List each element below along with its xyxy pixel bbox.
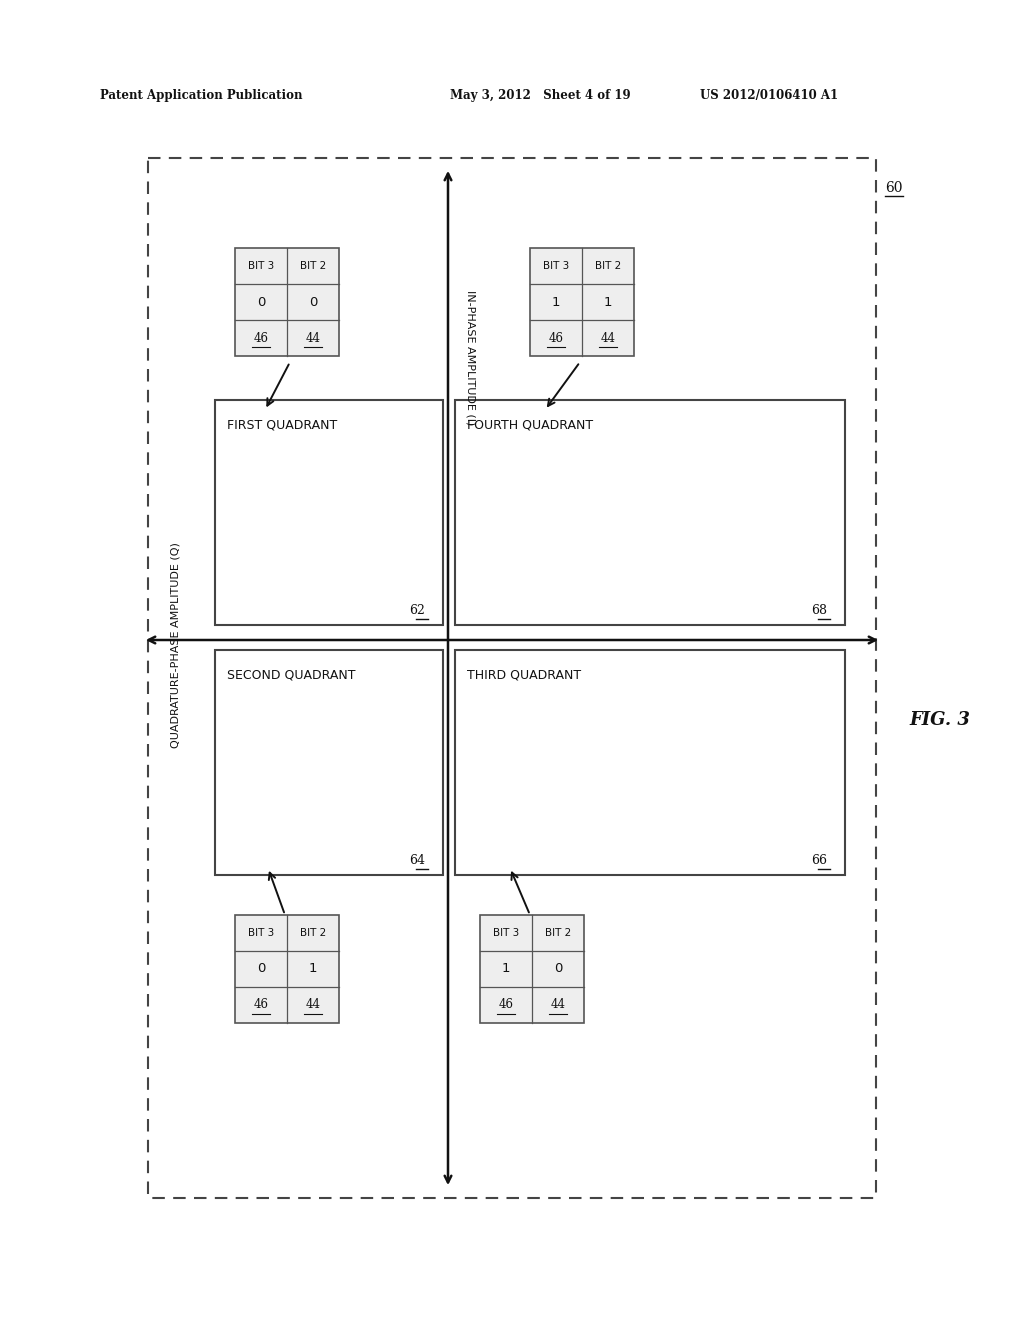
Text: BIT 3: BIT 3 — [248, 261, 274, 271]
Text: May 3, 2012   Sheet 4 of 19: May 3, 2012 Sheet 4 of 19 — [450, 88, 631, 102]
Text: BIT 3: BIT 3 — [543, 261, 569, 271]
Text: BIT 2: BIT 2 — [300, 261, 326, 271]
Text: 60: 60 — [886, 181, 903, 195]
Text: 1: 1 — [552, 296, 560, 309]
Text: 44: 44 — [305, 331, 321, 345]
Text: THIRD QUADRANT: THIRD QUADRANT — [467, 668, 582, 681]
Bar — [215, 649, 443, 875]
Text: 1: 1 — [604, 296, 612, 309]
Text: IN-PHASE AMPLITUDE (I): IN-PHASE AMPLITUDE (I) — [465, 290, 475, 425]
Text: SECOND QUADRANT: SECOND QUADRANT — [227, 668, 355, 681]
Text: 64: 64 — [409, 854, 425, 867]
Text: 1: 1 — [309, 962, 317, 975]
Text: 44: 44 — [305, 998, 321, 1011]
Text: 1: 1 — [502, 962, 510, 975]
Bar — [215, 400, 443, 624]
Bar — [480, 915, 584, 1023]
Text: 0: 0 — [257, 962, 265, 975]
Text: 62: 62 — [410, 605, 425, 618]
Text: 0: 0 — [309, 296, 317, 309]
Text: 0: 0 — [257, 296, 265, 309]
Text: FIRST QUADRANT: FIRST QUADRANT — [227, 418, 337, 432]
Text: BIT 2: BIT 2 — [300, 928, 326, 939]
Bar — [234, 915, 339, 1023]
Text: 46: 46 — [499, 998, 513, 1011]
Text: FIG. 3: FIG. 3 — [909, 711, 971, 729]
Text: 66: 66 — [811, 854, 827, 867]
Bar — [234, 248, 339, 356]
Text: 44: 44 — [600, 331, 615, 345]
Bar — [455, 649, 845, 875]
Text: 46: 46 — [254, 331, 268, 345]
Text: BIT 2: BIT 2 — [545, 928, 571, 939]
Text: BIT 3: BIT 3 — [493, 928, 519, 939]
Text: 44: 44 — [551, 998, 565, 1011]
Text: 46: 46 — [549, 331, 563, 345]
Bar — [530, 248, 634, 356]
Text: QUADRATURE-PHASE AMPLITUDE (Q): QUADRATURE-PHASE AMPLITUDE (Q) — [170, 543, 180, 748]
Text: 46: 46 — [254, 998, 268, 1011]
Text: 68: 68 — [811, 605, 827, 618]
Text: US 2012/0106410 A1: US 2012/0106410 A1 — [700, 88, 838, 102]
Text: BIT 3: BIT 3 — [248, 928, 274, 939]
Text: Patent Application Publication: Patent Application Publication — [100, 88, 302, 102]
Text: 0: 0 — [554, 962, 562, 975]
Bar — [455, 400, 845, 624]
Text: FOURTH QUADRANT: FOURTH QUADRANT — [467, 418, 593, 432]
Bar — [148, 158, 876, 1199]
Text: BIT 2: BIT 2 — [595, 261, 622, 271]
